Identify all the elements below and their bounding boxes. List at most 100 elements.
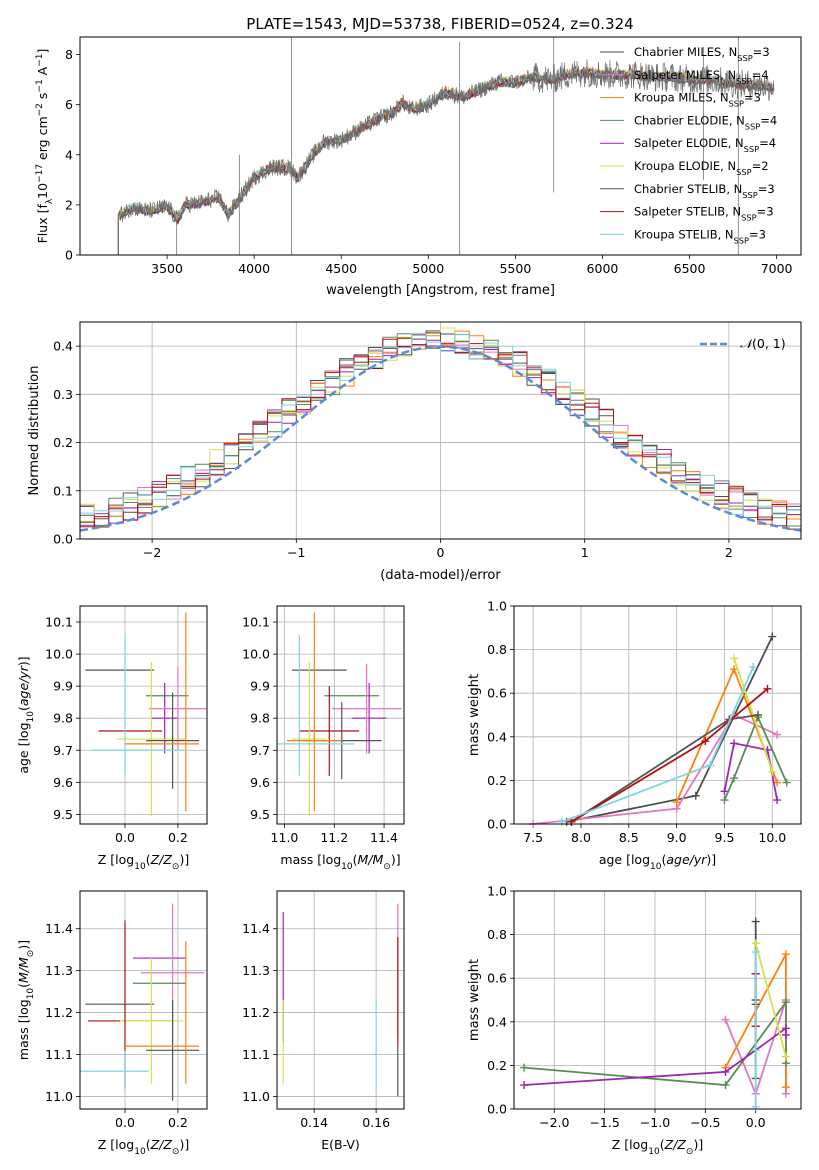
x-axis-label-part: ( (146, 852, 151, 867)
y-axis-label: Normed distribution (27, 366, 42, 496)
mass-weight-point (749, 663, 758, 672)
y-tick-label: 0.8 (487, 927, 507, 942)
mass-weight-point (781, 950, 790, 959)
y-tick-label: 9.6 (250, 775, 270, 790)
y-tick-label: 11.1 (45, 1047, 73, 1062)
panel-mass_vs_Z: 0.0 0.211.011.111.211.311.4Z [log10(Z/Z⊙)… (16, 890, 208, 1157)
x-axis-label-part: ( (353, 852, 358, 867)
legend-label: Kroupa STELIB, NSSP=3 (634, 227, 766, 245)
mass-weight-point (730, 739, 739, 748)
x-axis-label-part: Z/Z (664, 1137, 687, 1152)
legend-label: Salpeter MILES, NSSP=4 (634, 68, 769, 86)
legend-label-part: SSP (741, 213, 756, 223)
x-axis-label-part: ( (661, 852, 666, 867)
legend-label: Chabrier STELIB, NSSP=3 (634, 182, 775, 200)
legend-label-part: Salpeter STELIB, N (634, 205, 741, 219)
y-axis-label-part: −2 (35, 103, 45, 116)
mass-weight-point (781, 1030, 790, 1039)
mass-weight-point (721, 1015, 730, 1024)
figure-title: PLATE=1543, MJD=53738, FIBERID=0524, z=0… (246, 15, 633, 33)
y-tick-label: 11.0 (242, 1089, 270, 1104)
y-tick-label: 0.1 (53, 483, 73, 498)
y-tick-label: 11.3 (45, 963, 73, 978)
legend-label-part: SSP (742, 190, 757, 200)
mass-weight-point (781, 1052, 790, 1061)
legend-label-part: SSP (745, 121, 760, 131)
y-tick-label: 6 (65, 97, 73, 112)
x-axis-label: wavelength [Angstrom, rest frame] (326, 283, 555, 298)
x-axis-label-part: ⊙ (172, 862, 180, 872)
y-tick-label: 11.4 (242, 921, 270, 936)
x-axis-label-part: M/M (358, 852, 384, 867)
panel-residuals: −2 −1 0 1 2 0.0 0.1 0.2 0.3 0.4 𝒩(0, 1) (data-model… (27, 321, 802, 583)
mass-weight-point (781, 1083, 790, 1092)
x-axis-label-part: Z [log (98, 1137, 134, 1152)
y-axis-label-part: ] (35, 49, 50, 54)
x-tick-label: −2.0 (539, 1115, 569, 1130)
x-tick-label: 11.4 (370, 830, 398, 845)
mass-weight-line (754, 943, 787, 1057)
panel-massweight_vs_Z: −2.0 −1.5 −1.0 −0.5 0.0 0.0 0.2 0.4 0.6 0.8 1.0 Z [… (467, 884, 802, 1157)
x-tick-label: 5000 (412, 261, 444, 276)
y-tick-label: 0.2 (487, 1058, 507, 1073)
x-tick-label: 0 (437, 545, 445, 560)
legend-label: Chabrier MILES, NSSP=3 (634, 45, 770, 63)
mass-weight-point (751, 939, 760, 948)
y-tick-label: 0.4 (487, 1014, 507, 1029)
mass-weight-point (781, 998, 790, 1007)
y-axis-label-part: −1 (35, 79, 45, 92)
x-axis-label-part: Z [log (612, 1137, 648, 1152)
y-tick-label: 9.8 (53, 711, 73, 726)
legend-label-part: Kroupa ELODIE, N (634, 159, 736, 173)
x-tick-label: 0.0 (115, 1115, 135, 1130)
y-axis-label-part: Flux [f (35, 204, 50, 244)
y-tick-label: 0.4 (487, 729, 507, 744)
mass-weight-point (751, 1046, 760, 1055)
x-axis-label: Z [log10(Z/Z⊙)] (98, 1137, 189, 1157)
y-tick-label: 10.0 (45, 647, 73, 662)
y-axis-label-part: s (35, 93, 50, 104)
x-tick-label: 7.5 (523, 830, 543, 845)
x-axis-label-part: 10 (341, 862, 353, 872)
mass-weight-point (721, 1067, 730, 1076)
y-tick-label: 0.4 (53, 339, 73, 354)
y-axis-label-part: −1 (35, 54, 45, 67)
y-tick-label: 11.1 (242, 1047, 270, 1062)
mass-weight-point (768, 767, 777, 776)
y-tick-label: 10.1 (242, 615, 270, 630)
legend-label-part: =4 (752, 68, 769, 82)
y-tick-label: 8 (65, 47, 73, 62)
legend-label-part: =4 (760, 113, 777, 127)
legend-label-part: SSP (737, 53, 752, 63)
legend-label-part: =3 (744, 91, 761, 105)
y-axis-label-part: 10 (26, 988, 36, 1000)
y-axis-label-part: 10 (35, 183, 50, 199)
legend-label-part: Kroupa MILES, N (634, 91, 729, 105)
x-tick-label: 6500 (674, 261, 706, 276)
legend-label-part: SSP (729, 99, 744, 109)
x-tick-label: 1 (581, 545, 589, 560)
y-tick-label: 0.6 (487, 971, 507, 986)
x-axis-label-part: 10 (134, 1147, 146, 1157)
y-tick-label: 1.0 (487, 599, 507, 614)
mass-weight-point (720, 787, 729, 796)
mass-weight-point (701, 737, 710, 746)
x-axis-label-part: )] (179, 1137, 189, 1152)
plots-layer: 3500 4000 4500 5000 5500 6000 6500 7000 0 2 4 6 8 wav… (16, 36, 802, 1157)
y-axis-label-part: M/M (16, 957, 31, 983)
legend-label: Salpeter STELIB, NSSP=3 (634, 205, 774, 223)
panel-mass_vs_ebv: 0.14 0.16 11.0 11.1 11.2 11.3 11.4 E(B-V) (242, 890, 405, 1152)
legend-label-part: =3 (749, 227, 766, 241)
axes-frame (79, 321, 802, 540)
y-tick-label: 0.0 (487, 1102, 507, 1117)
mass-weight-point (730, 665, 739, 674)
y-tick-label: 9.7 (53, 743, 73, 758)
legend-label-part: =4 (759, 136, 776, 150)
mass-weight-point (720, 796, 729, 805)
x-axis-label-part: ( (660, 1137, 665, 1152)
axes-frame (79, 605, 208, 825)
mass-weight-point (706, 761, 715, 770)
legend-label: Kroupa ELODIE, NSSP=2 (634, 159, 769, 177)
x-axis-label: (data-model)/error (380, 568, 501, 583)
